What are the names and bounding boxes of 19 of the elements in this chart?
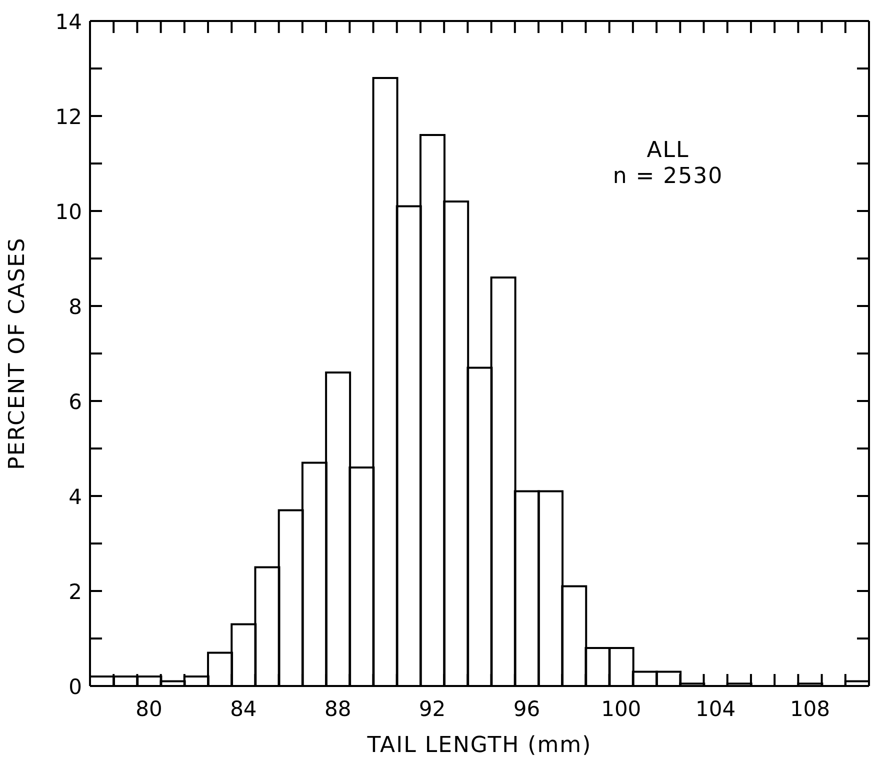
x-tick-label: 92: [418, 697, 446, 721]
x-tick-label: 88: [324, 697, 352, 721]
y-tick-label: 4: [68, 485, 82, 509]
y-tick-label: 10: [55, 200, 82, 224]
y-tick-label: 12: [55, 105, 82, 129]
x-tick-label: 96: [513, 697, 540, 721]
x-axis-title: TAIL LENGTH (mm): [366, 733, 592, 758]
y-tick-label: 0: [68, 675, 82, 699]
x-tick-label: 80: [136, 697, 162, 721]
y-tick-label: 14: [55, 10, 82, 34]
y-tick-label: 8: [68, 295, 82, 319]
annotation: n = 2530: [612, 164, 724, 190]
annotation: ALL: [646, 138, 690, 164]
x-tick-label: 104: [696, 697, 736, 721]
y-tick-label: 2: [68, 580, 82, 604]
x-tick-label: 84: [230, 697, 257, 721]
y-tick-label: 6: [68, 390, 82, 414]
x-tick-label: 100: [601, 697, 642, 721]
x-tick-label: 108: [790, 697, 830, 721]
